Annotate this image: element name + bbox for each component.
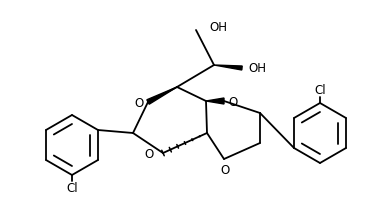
Polygon shape	[206, 98, 224, 104]
Text: O: O	[220, 164, 229, 177]
Text: OH: OH	[248, 62, 266, 75]
Text: O: O	[228, 95, 238, 108]
Polygon shape	[214, 65, 242, 70]
Text: Cl: Cl	[66, 181, 78, 194]
Polygon shape	[147, 87, 177, 104]
Text: Cl: Cl	[314, 84, 326, 97]
Text: O: O	[134, 97, 144, 110]
Text: OH: OH	[209, 21, 227, 34]
Text: O: O	[144, 147, 154, 161]
